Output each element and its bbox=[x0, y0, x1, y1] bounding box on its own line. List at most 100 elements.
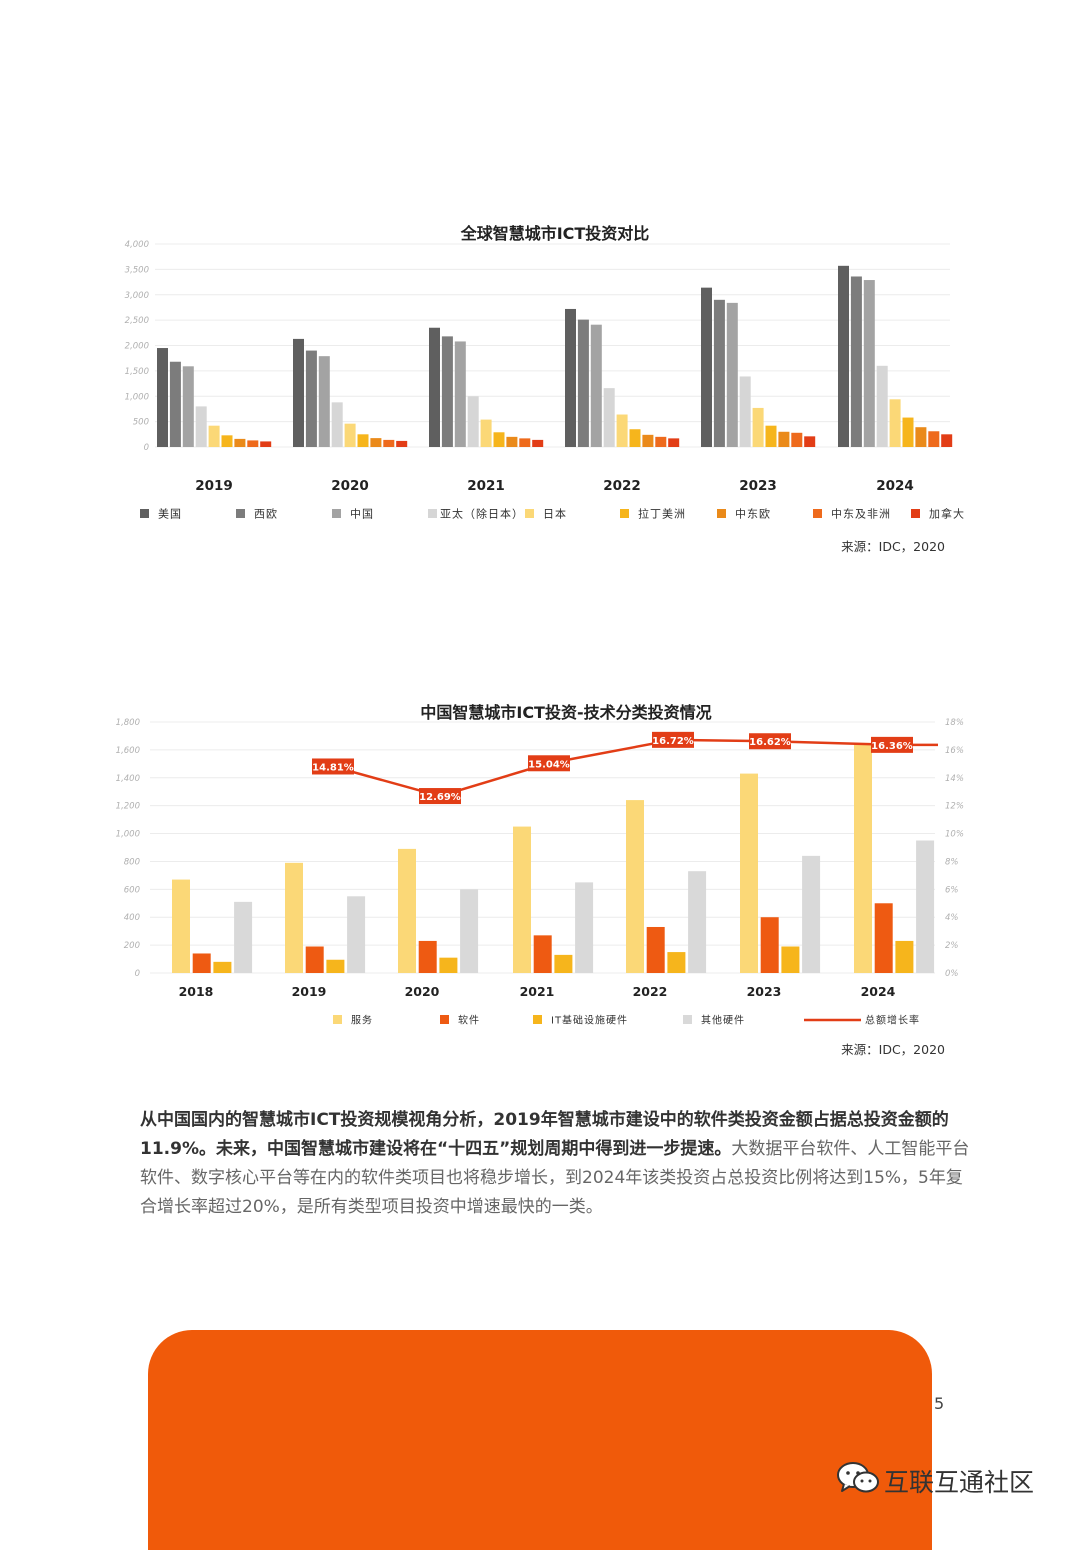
chart1-legend-swatch bbox=[332, 509, 341, 518]
chart1-x-tick-label: 2021 bbox=[467, 478, 505, 494]
chart1-bar bbox=[208, 425, 220, 447]
chart2-y2-tick-label: 18% bbox=[945, 718, 964, 728]
chart2-growth-label-box bbox=[312, 758, 354, 775]
chart2-y-tick-label: 1,200 bbox=[116, 802, 140, 812]
chart1-bar bbox=[791, 432, 803, 447]
chart2-bar bbox=[326, 959, 345, 973]
chart1-x-axis: 2019 2020 2021 2022 2023 2024 bbox=[195, 478, 914, 494]
chart1-bar bbox=[195, 406, 207, 447]
chart1-x-tick-label: 2024 bbox=[876, 478, 914, 494]
chart1-bar bbox=[519, 438, 531, 447]
chart2-legend-swatch bbox=[333, 1015, 342, 1024]
chart2-bars bbox=[172, 742, 935, 973]
chart1-bar bbox=[629, 429, 641, 447]
chart1-bar bbox=[169, 361, 181, 447]
chart1-y-tick-label: 2,500 bbox=[125, 316, 149, 326]
chart2-bar bbox=[646, 926, 665, 973]
chart1-x-tick-label: 2023 bbox=[739, 478, 777, 494]
chart2-y2-tick-label: 16% bbox=[945, 746, 964, 756]
chart2-y-tick-label: 200 bbox=[124, 941, 140, 951]
chart2-legend-swatch bbox=[440, 1015, 449, 1024]
chart1-legend-label: 中国 bbox=[350, 508, 374, 521]
chart2-bar bbox=[398, 848, 416, 973]
chart2-y-tick-label: 1,600 bbox=[116, 746, 140, 756]
chart2-title: 中国智慧城市ICT投资-技术分类投资情况 bbox=[420, 703, 711, 722]
chart2-x-tick-label: 2019 bbox=[292, 984, 327, 999]
chart2-growth-line-path bbox=[332, 738, 938, 798]
chart2-bar bbox=[285, 862, 303, 973]
chart2-x-tick-label: 2020 bbox=[405, 984, 440, 999]
chart2-x-tick-label: 2021 bbox=[520, 984, 555, 999]
chart2-y2-tick-label: 2% bbox=[945, 941, 959, 951]
chart1-bar bbox=[234, 438, 246, 447]
chart1-bar bbox=[357, 434, 369, 447]
chart1-bar bbox=[752, 407, 764, 447]
chart1-legend-swatch bbox=[717, 509, 726, 518]
chart2-growth-label: 12.69% bbox=[419, 792, 461, 803]
chart1-bar bbox=[713, 299, 725, 447]
chart1-y-tick-label: 3,000 bbox=[125, 291, 149, 301]
chart1-bar bbox=[293, 338, 304, 447]
chart1-y-tick-label: 1,000 bbox=[125, 392, 149, 402]
chart1-legend-label: 亚太（除日本） bbox=[440, 507, 524, 521]
chart2-bar bbox=[575, 882, 594, 973]
chart1-legend-swatch bbox=[236, 509, 245, 518]
chart2-bar bbox=[626, 800, 644, 973]
chart2-bar bbox=[460, 889, 479, 973]
chart2-bar bbox=[234, 901, 253, 973]
chart2-y2-tick-label: 4% bbox=[945, 913, 959, 923]
chart1-y-tick-label: 4,000 bbox=[125, 240, 149, 250]
chart2-bar bbox=[213, 961, 232, 973]
chart2-bar bbox=[874, 903, 893, 973]
chart2-bar bbox=[802, 855, 821, 973]
chart2-y2-tick-label: 14% bbox=[945, 774, 964, 784]
chart2-y2-tick-label: 8% bbox=[945, 857, 959, 867]
chart2-bar bbox=[854, 742, 872, 973]
chart1-y-tick-label: 3,500 bbox=[125, 265, 149, 275]
chart1-bar bbox=[739, 376, 751, 447]
chart2-bar bbox=[760, 917, 779, 973]
chart2-bar bbox=[895, 940, 914, 973]
watermark-text: 互联互通社区 bbox=[884, 1468, 1035, 1497]
chart1-x-tick-label: 2020 bbox=[331, 478, 369, 494]
chart1-source: 来源：IDC，2020 bbox=[841, 539, 945, 554]
chart1-legend-swatch bbox=[620, 509, 629, 518]
chart2-bar bbox=[513, 826, 531, 973]
chart2-source: 来源：IDC，2020 bbox=[841, 1042, 945, 1057]
chart2-y2-tick-label: 6% bbox=[945, 885, 959, 895]
chart2-y-tick-label: 1,000 bbox=[116, 830, 140, 840]
chart2-legend-swatch bbox=[683, 1015, 692, 1024]
wechat-icon bbox=[837, 1462, 879, 1493]
global-ict-investment-chart: 全球智慧城市ICT投资对比 4,000 3,500 3,000 2,500 2,000 1… bbox=[125, 224, 964, 554]
chart2-bar bbox=[347, 896, 366, 973]
chart2-y-tick-label: 1,400 bbox=[116, 774, 140, 784]
chart1-bar bbox=[642, 434, 654, 447]
chart2-y2-tick-label: 12% bbox=[945, 802, 964, 812]
chart1-legend-swatch bbox=[911, 509, 920, 518]
chart1-legend-label: 中东欧 bbox=[735, 508, 771, 521]
chart1-bar bbox=[804, 436, 816, 447]
chart1-y-tick-label: 0 bbox=[144, 443, 149, 453]
chart2-bar bbox=[305, 946, 324, 973]
chart1-bar bbox=[182, 366, 194, 447]
chart1-legend-swatch bbox=[428, 509, 437, 518]
chart1-x-tick-label: 2019 bbox=[195, 478, 233, 494]
chart2-y-tick-label: 400 bbox=[124, 913, 140, 923]
chart2-x-tick-label: 2023 bbox=[747, 984, 782, 999]
chart1-bar bbox=[701, 287, 712, 447]
chart1-bar bbox=[331, 402, 343, 447]
chart1-bar bbox=[305, 350, 317, 447]
chart1-legend-label: 西欧 bbox=[254, 508, 278, 521]
chart1-bar bbox=[838, 265, 849, 447]
chart1-bar bbox=[863, 280, 875, 447]
chart2-growth-line: 14.81% 12.69% 15.04% 16.72% 16.62% 16.36% bbox=[312, 731, 938, 805]
body-rest-text: 大数据平台软件、人工智能平台软件、数字核心平台等在内的软件类项目也将稳步增长，到… bbox=[140, 1139, 970, 1217]
chart2-growth-label: 15.04% bbox=[528, 759, 570, 770]
chart1-bar bbox=[668, 438, 680, 447]
chart1-title: 全球智慧城市ICT投资对比 bbox=[460, 224, 650, 243]
chart1-legend: 美国 西欧 中国 亚太（除日本） 日本 拉丁美洲 中东欧 中东及非洲 加拿大 bbox=[140, 507, 964, 521]
chart2-growth-label-box bbox=[871, 736, 913, 753]
chart1-y-tick-label: 500 bbox=[133, 418, 149, 428]
chart1-bar bbox=[441, 336, 453, 447]
chart2-growth-label-box bbox=[528, 755, 570, 772]
